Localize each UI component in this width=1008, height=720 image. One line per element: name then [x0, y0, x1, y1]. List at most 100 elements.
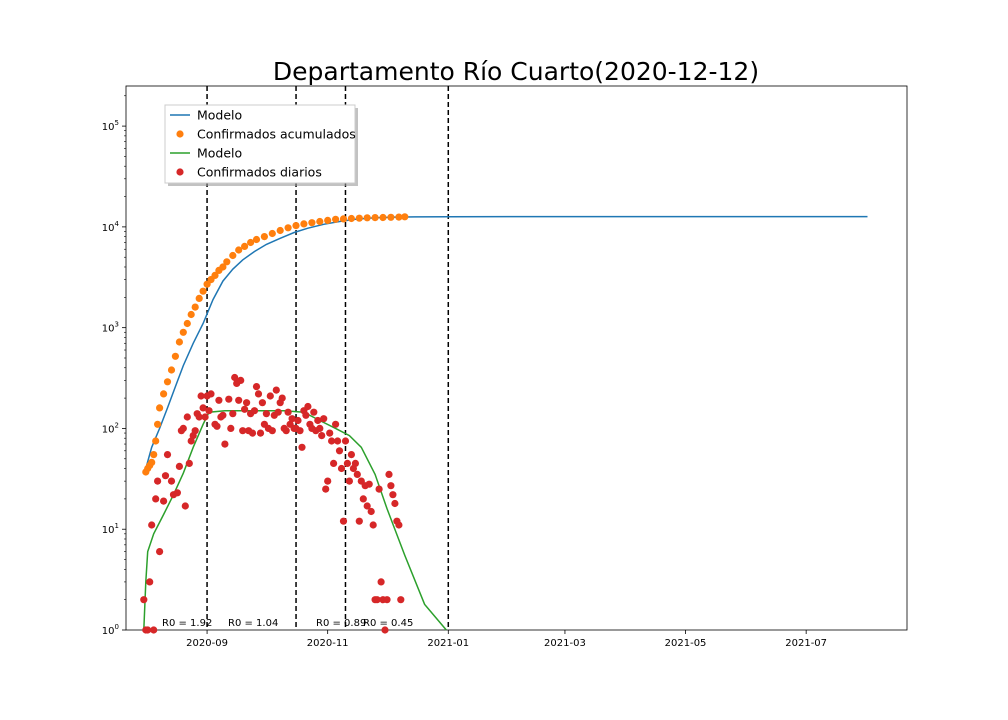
legend: Modelo Confirmados acumulados Modelo Confir… [164, 104, 358, 186]
point-s3-119 [385, 470, 393, 478]
point-s3-63 [274, 408, 282, 416]
point-s3-73 [294, 416, 302, 425]
point-s3-115 [377, 578, 385, 586]
x-tick-label-0: 2020-09 [186, 638, 228, 649]
point-s3-36 [219, 411, 227, 419]
point-s3-23 [191, 427, 199, 435]
point-s1-43 [363, 214, 371, 222]
point-s1-37 [316, 217, 324, 226]
point-s3-2 [144, 626, 152, 634]
point-s3-52 [252, 383, 261, 391]
legend-label-0: Modelo [197, 108, 242, 123]
point-s1-31 [268, 229, 276, 238]
point-s3-84 [316, 424, 324, 432]
point-s3-21 [187, 437, 195, 445]
point-s1-5 [152, 437, 160, 445]
point-s3-10 [161, 472, 170, 480]
legend-label-1: Confirmados acumulados [197, 127, 356, 142]
point-s3-30 [205, 407, 213, 415]
point-s1-26 [235, 246, 243, 254]
y-tick-label-1: 101 [102, 522, 119, 536]
point-s1-14 [183, 319, 191, 328]
point-s3-46 [241, 405, 249, 413]
y-tick-label-4: 104 [102, 220, 120, 234]
point-s1-10 [167, 366, 176, 374]
point-s3-88 [324, 477, 332, 485]
point-s3-92 [332, 420, 340, 428]
point-s1-29 [252, 235, 261, 244]
y-tick-label-5: 105 [102, 119, 119, 133]
point-s3-19 [183, 413, 191, 421]
point-s3-113 [373, 596, 381, 604]
point-s3-125 [397, 596, 405, 604]
point-s3-6 [152, 495, 160, 503]
point-s3-0 [140, 596, 148, 604]
point-s1-24 [223, 258, 231, 266]
point-s3-117 [381, 626, 389, 634]
y-tick-label-0: 100 [102, 623, 119, 637]
y-axis: 100 101 102 103 104 105 [102, 95, 126, 637]
point-s1-3 [148, 458, 156, 466]
point-s3-114 [375, 485, 383, 493]
point-s1-25 [229, 251, 237, 260]
x-tick-label-4: 2021-05 [665, 638, 707, 649]
point-s1-32 [276, 226, 284, 235]
point-s3-91 [330, 459, 338, 467]
chart-title: Departamento Río Cuarto(2020-12-12) [273, 57, 759, 86]
point-s3-120 [387, 482, 395, 490]
y-tick-label-3: 103 [102, 321, 119, 335]
plot-area [125, 85, 908, 634]
point-s3-47 [243, 399, 251, 407]
point-s3-17 [179, 424, 187, 432]
point-s3-121 [389, 491, 397, 499]
model-lines [143, 215, 868, 631]
point-s1-9 [163, 378, 172, 386]
r0-label-0: R0 = 1.92 [162, 618, 212, 629]
point-s3-26 [197, 392, 205, 400]
point-s3-99 [345, 477, 353, 485]
y-tick-label-2: 102 [102, 421, 119, 435]
point-s3-31 [207, 390, 215, 398]
point-s1-39 [332, 215, 340, 223]
point-s3-68 [284, 408, 292, 416]
point-s3-44 [237, 376, 245, 384]
point-s3-62 [272, 386, 280, 394]
point-s3-57 [262, 410, 270, 418]
point-s3-89 [326, 429, 334, 437]
point-s3-43 [235, 396, 243, 404]
point-s3-45 [239, 427, 247, 435]
legend-box [164, 104, 356, 184]
point-s1-36 [308, 219, 316, 227]
point-s3-83 [314, 416, 322, 425]
point-s1-18 [199, 287, 207, 295]
point-s3-38 [225, 395, 233, 403]
point-s3-81 [310, 408, 318, 416]
point-s3-37 [221, 440, 229, 448]
point-s3-3 [146, 578, 154, 586]
point-s1-6 [154, 420, 162, 428]
point-s3-103 [353, 470, 361, 478]
point-s3-25 [195, 413, 203, 421]
point-s3-75 [298, 443, 306, 451]
point-s1-11 [171, 352, 179, 360]
point-s1-4 [150, 451, 158, 459]
point-s3-33 [213, 422, 221, 430]
point-s3-53 [254, 390, 263, 398]
point-s3-41 [231, 373, 239, 382]
point-s3-34 [215, 396, 223, 404]
point-s3-28 [201, 413, 209, 421]
point-s3-108 [363, 502, 371, 510]
point-s1-8 [160, 390, 168, 398]
scatter-points [140, 213, 409, 634]
point-s3-110 [367, 507, 375, 516]
point-s1-21 [211, 271, 219, 279]
point-s1-41 [347, 214, 355, 223]
point-s3-65 [278, 394, 286, 402]
legend-dot-marker-3 [176, 168, 184, 176]
point-s3-14 [173, 489, 181, 497]
point-s3-12 [167, 477, 176, 485]
point-s1-34 [292, 222, 300, 230]
point-s3-109 [365, 480, 373, 488]
